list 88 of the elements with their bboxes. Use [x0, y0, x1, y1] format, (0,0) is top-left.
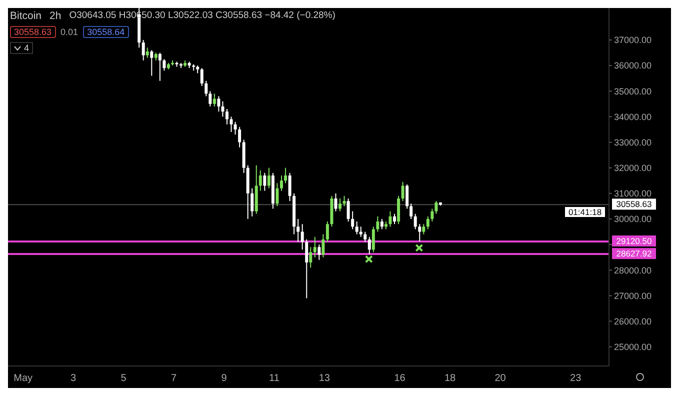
candlestick: [318, 244, 321, 260]
candlestick: [250, 188, 254, 217]
y-tick-label: 33000.00: [614, 137, 652, 148]
y-tick-label: 28000.00: [614, 265, 652, 276]
candlestick: [276, 182, 279, 207]
candlestick: [359, 226, 362, 238]
candlestick: [263, 172, 266, 192]
candlestick: [225, 108, 228, 125]
candlestick: [430, 208, 434, 222]
y-tick-label: 26000.00: [614, 316, 652, 326]
y-tick-label: 35000.00: [614, 86, 652, 96]
candlestick: [422, 224, 426, 235]
ref-line-label: 28627.92: [616, 248, 652, 259]
candlestick: [380, 218, 384, 230]
candlestick: [217, 96, 220, 112]
candlestick: [414, 213, 417, 230]
annotation: 4: [24, 43, 30, 53]
candlestick: [221, 100, 224, 118]
candlestick: [418, 224, 422, 242]
candlestick: [376, 216, 380, 232]
candlestick: [388, 210, 392, 228]
y-tick-label: 25000.00: [614, 342, 652, 352]
candlestick: [238, 126, 242, 148]
candlestick: [334, 192, 338, 212]
candlestick: [410, 203, 413, 220]
candlestick: [208, 90, 212, 107]
y-tick-label: 27000.00: [614, 290, 652, 301]
candlestick: [305, 238, 308, 299]
candlestick: [342, 195, 346, 207]
candlestick: [204, 80, 208, 97]
candlestick: [406, 184, 409, 210]
ref-line-label: 29120.50: [616, 236, 652, 246]
candlestick: [351, 210, 354, 230]
candlestick: [434, 200, 438, 214]
x-tick-label: 23: [570, 373, 582, 384]
x-tick-label: 20: [494, 373, 506, 384]
x-tick-label: 13: [318, 373, 330, 384]
candlestick: [338, 198, 342, 212]
x-tick-label: 11: [269, 373, 280, 384]
annotation: 30558.63: [10, 26, 56, 38]
y-tick-label: 30000.00: [614, 214, 652, 224]
candlestick: [364, 231, 367, 242]
candlestick: [234, 121, 237, 136]
candlestick: [372, 226, 375, 253]
x-tick-label: May: [14, 373, 33, 384]
candlestick: [267, 167, 270, 189]
candlestick: [326, 221, 329, 242]
x-tick-label: 5: [120, 373, 127, 384]
candlestick: [322, 234, 325, 258]
candlestick: [401, 181, 404, 202]
candlestick: [162, 58, 166, 72]
candlestick: [426, 216, 430, 230]
candlestick: [200, 68, 204, 86]
candlestick: [368, 236, 371, 255]
y-tick-label: 31000.00: [614, 188, 652, 199]
candlestick: [146, 47, 149, 58]
candlestick: [288, 172, 292, 202]
candlestick: [300, 224, 304, 250]
candlestick: [142, 39, 145, 61]
x-tick-label: 7: [170, 373, 177, 384]
annotation: 01:41:18: [565, 206, 605, 217]
candlestick: [313, 236, 316, 258]
candlestick: [158, 52, 162, 82]
annotation: 0.01: [60, 27, 78, 37]
x-tick-label: 18: [444, 373, 456, 384]
candlestick: [346, 198, 350, 222]
x-tick-label: 3: [70, 373, 77, 384]
candlestick: [296, 218, 300, 242]
y-tick-label: 37000.00: [614, 35, 652, 46]
candlestick: [280, 174, 283, 192]
candlestick: [355, 221, 358, 235]
candlestick: [258, 170, 262, 192]
candlestick: [150, 50, 154, 76]
annotation: 30558.64: [83, 26, 129, 38]
annotation: 2h: [50, 10, 62, 22]
y-tick-label: 36000.00: [614, 60, 652, 71]
chart-title: Bitcoin: [10, 10, 42, 22]
y-tick-label: 34000.00: [614, 112, 652, 122]
candlestick: [397, 195, 400, 225]
x-tick-label: 9: [221, 373, 228, 384]
candlestick: [284, 167, 288, 184]
candlestick: [393, 213, 396, 225]
candlestick: [230, 116, 233, 133]
x-tick-label: 16: [394, 373, 406, 384]
y-tick-label: 32000.00: [614, 163, 652, 174]
candlestick: [212, 93, 216, 107]
candlestick: [309, 246, 312, 268]
ref-line-label: 30558.63: [616, 199, 652, 210]
